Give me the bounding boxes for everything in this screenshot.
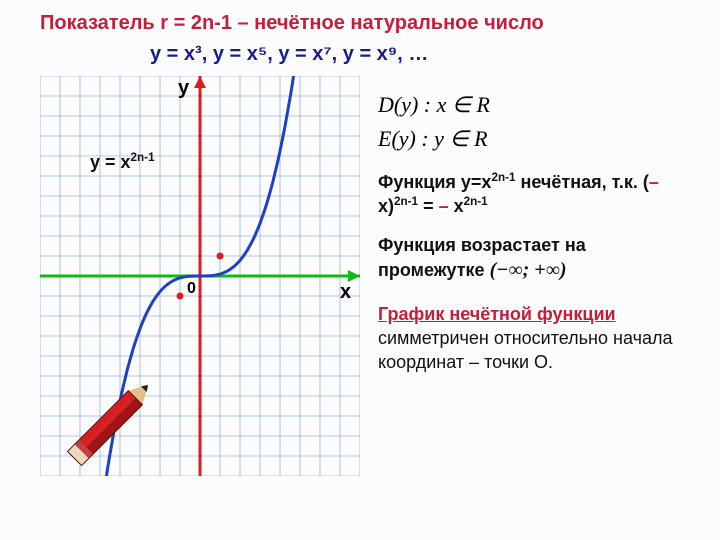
domain-range: D(y) : x ∈ R E(y) : y ∈ R (378, 92, 680, 152)
interval-text: (−∞; +∞) (490, 259, 567, 281)
chart-container: 0 х у у = х2n-1 (40, 76, 360, 486)
caption-heading: График нечётной функции (378, 304, 616, 324)
range-text: E(y) : y ∈ R (378, 126, 680, 152)
svg-text:0: 0 (187, 280, 196, 297)
domain-text: D(y) : x ∈ R (378, 92, 680, 118)
page-title: Показатель r = 2n-1 – нечётное натуральн… (40, 12, 680, 35)
symmetry-caption: График нечётной функции симметричен отно… (378, 302, 680, 375)
svg-text:у: у (178, 77, 190, 99)
odd-function-statement: Функция у=х2n-1 нечётная, т.к. (–х)2n-1 … (378, 170, 680, 219)
curve-label: у = х2n-1 (90, 151, 155, 173)
description-column: D(y) : x ∈ R E(y) : y ∈ R Функция у=х2n-… (378, 76, 680, 486)
equation-series: у = х³, у = х⁵, у = х⁷, у = х⁹, … (150, 43, 680, 66)
caption-rest: симметричен относительно начала координа… (378, 328, 672, 372)
increasing-statement: Функция возрастает на промежутке (−∞; +∞… (378, 233, 680, 284)
pencil-icon (45, 371, 155, 481)
svg-text:х: х (340, 281, 351, 303)
